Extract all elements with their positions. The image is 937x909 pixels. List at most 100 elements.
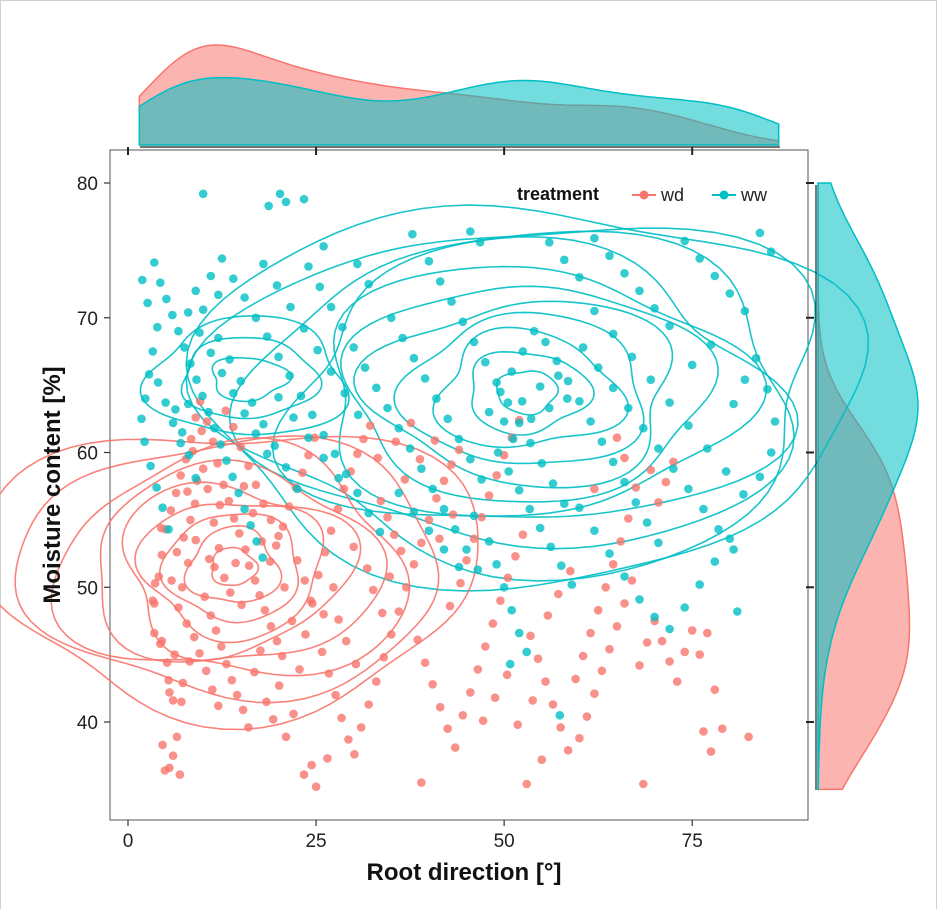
point-wd	[277, 651, 287, 661]
point-ww	[770, 417, 780, 426]
point-wd	[208, 437, 218, 447]
point-wd	[341, 636, 351, 646]
point-wd	[278, 522, 288, 531]
point-ww	[545, 403, 554, 413]
point-ww	[143, 298, 152, 308]
point-wd	[430, 436, 440, 445]
point-ww	[246, 521, 255, 530]
point-wd	[238, 705, 248, 715]
point-wd	[687, 626, 697, 635]
point-ww	[258, 553, 268, 562]
point-wd	[317, 647, 327, 657]
point-ww	[234, 488, 243, 498]
point-ww	[684, 484, 693, 494]
point-ww	[319, 453, 328, 463]
point-wd	[349, 542, 359, 552]
point-ww	[198, 391, 207, 401]
point-wd	[566, 566, 575, 576]
point-wd	[224, 496, 234, 506]
point-ww	[725, 534, 735, 543]
point-ww	[439, 545, 449, 554]
point-ww	[240, 504, 249, 514]
point-ww	[229, 388, 238, 398]
point-wd	[402, 583, 411, 592]
point-ww	[654, 444, 663, 453]
point-ww	[665, 321, 674, 331]
point-ww	[766, 448, 776, 457]
point-ww	[353, 259, 362, 269]
point-wd	[311, 782, 321, 791]
point-wd	[202, 417, 212, 426]
point-ww	[198, 305, 208, 315]
point-wd	[396, 546, 406, 556]
point-ww	[137, 414, 146, 424]
x-tick-label: 50	[494, 831, 515, 852]
point-ww	[687, 360, 697, 370]
point-ww	[503, 398, 513, 407]
x-axis-title: Root direction [°]	[367, 859, 562, 886]
point-wd	[274, 681, 284, 690]
point-wd	[710, 685, 720, 694]
point-ww	[469, 511, 479, 521]
point-wd	[287, 616, 297, 626]
point-wd	[428, 680, 438, 689]
axes: 0 25 50 75 40 50 60 70 80	[77, 146, 817, 852]
point-wd	[528, 696, 537, 705]
point-ww	[706, 340, 716, 350]
right-marginal-density	[817, 182, 919, 791]
point-ww	[319, 430, 328, 440]
point-wd	[260, 605, 270, 615]
point-wd	[250, 576, 260, 585]
point-wd	[219, 480, 228, 490]
legend-label-wd: wd	[660, 185, 684, 205]
point-wd	[189, 632, 199, 642]
point-wd	[165, 688, 174, 697]
point-wd	[300, 576, 310, 585]
point-ww	[458, 317, 468, 327]
point-ww	[251, 313, 261, 323]
point-wd	[174, 603, 183, 612]
point-wd	[502, 670, 512, 680]
point-wd	[201, 666, 211, 676]
point-ww	[162, 294, 171, 304]
point-ww	[281, 463, 291, 472]
point-wd	[699, 727, 708, 736]
point-ww	[469, 337, 479, 347]
point-wd	[620, 599, 629, 608]
point-ww	[654, 538, 663, 548]
point-ww	[507, 605, 516, 615]
point-wd	[259, 499, 268, 509]
point-ww	[225, 355, 234, 364]
contour-ww	[393, 311, 645, 465]
contour-ww	[185, 227, 817, 582]
contour-wd	[121, 481, 362, 662]
point-ww	[593, 363, 603, 372]
point-ww	[620, 269, 629, 278]
point-wd	[298, 468, 307, 478]
point-wd	[432, 494, 441, 503]
point-ww	[462, 545, 471, 554]
point-ww	[684, 421, 693, 430]
point-wd	[466, 688, 475, 697]
point-ww	[508, 434, 518, 444]
point-ww	[293, 484, 302, 494]
point-ww	[484, 537, 494, 546]
legend-label-ww: ww	[740, 185, 768, 205]
point-ww	[394, 488, 404, 498]
point-wd	[262, 697, 271, 707]
point-wd	[235, 529, 244, 538]
point-ww	[315, 282, 325, 292]
point-ww	[578, 343, 588, 352]
y-tick-label: 50	[77, 578, 98, 599]
point-wd	[314, 570, 323, 580]
point-wd	[364, 700, 374, 709]
point-wd	[319, 609, 328, 619]
point-ww	[192, 375, 201, 385]
point-wd	[391, 437, 401, 447]
point-ww	[174, 326, 183, 336]
point-wd	[211, 626, 221, 635]
point-ww	[443, 414, 453, 424]
point-ww	[405, 444, 415, 453]
point-ww	[161, 398, 170, 407]
point-ww	[635, 595, 644, 604]
